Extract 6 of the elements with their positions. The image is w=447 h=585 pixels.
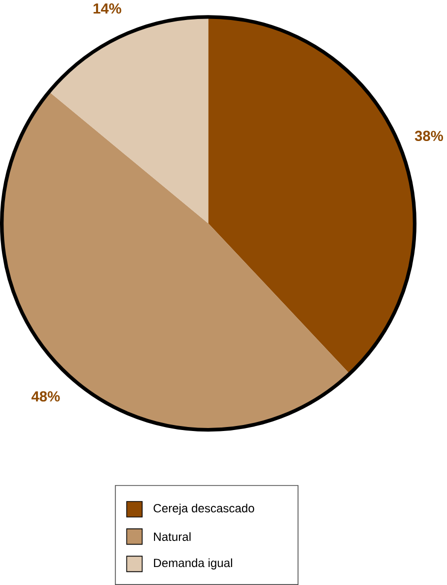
data-label: 38% [414, 130, 444, 142]
legend-label: Cereja descascado [154, 504, 254, 515]
legend-label: Natural [154, 532, 191, 541]
data-label: 14% [94, 3, 122, 14]
legend-label: Demanda igual [154, 558, 232, 570]
data-label: 48% [32, 391, 60, 402]
